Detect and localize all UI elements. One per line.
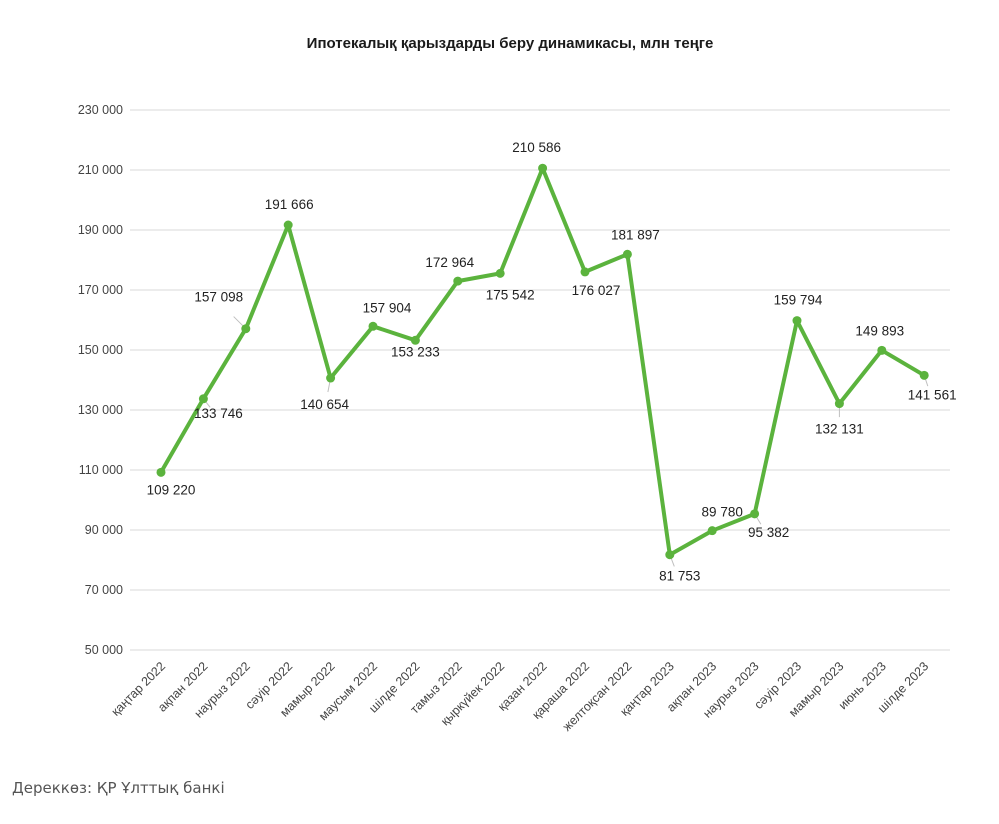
data-point: [707, 526, 717, 536]
line-chart: Ипотекалық қарыздарды беру динамикасы, м…: [78, 35, 957, 734]
y-tick-label: 150 000: [78, 343, 123, 357]
data-label: 81 753: [659, 569, 700, 584]
data-label: 159 794: [774, 293, 823, 308]
data-label: 95 382: [748, 525, 789, 540]
y-tick-label: 170 000: [78, 283, 123, 297]
data-point: [410, 335, 420, 345]
data-point: [665, 550, 675, 560]
data-label: 133 746: [194, 406, 243, 421]
data-label: 172 964: [425, 255, 474, 270]
y-tick-label: 230 000: [78, 103, 123, 117]
source-note: Дереккөз: ҚР Ұлттық банкі: [12, 779, 225, 797]
data-point: [495, 268, 505, 278]
data-point: [368, 321, 378, 331]
data-point: [622, 249, 632, 259]
data-label: 89 780: [702, 505, 743, 520]
data-point: [326, 373, 336, 383]
y-tick-label: 70 000: [85, 583, 123, 597]
data-label: 181 897: [611, 227, 660, 242]
label-leader-lines: [203, 316, 929, 567]
data-point: [792, 316, 802, 326]
data-points: [156, 163, 929, 560]
data-labels: 109 220 133 746 157 098 191 666 140 654 157 9…: [147, 140, 957, 583]
data-label: 157 098: [194, 290, 243, 305]
y-tick-label: 90 000: [85, 523, 123, 537]
data-point: [538, 163, 548, 173]
data-label: 149 893: [855, 323, 904, 338]
data-label: 175 542: [486, 287, 535, 302]
data-label: 210 586: [512, 140, 561, 155]
data-point: [453, 276, 463, 286]
series-line: [159, 166, 927, 557]
data-point: [241, 324, 251, 334]
chart-title: Ипотекалық қарыздарды беру динамикасы, м…: [307, 35, 714, 52]
y-tick-label: 130 000: [78, 403, 123, 417]
data-label: 153 233: [391, 344, 440, 359]
data-label: 132 131: [815, 422, 864, 437]
data-point: [283, 220, 293, 230]
data-point: [750, 509, 760, 519]
data-label: 109 220: [147, 482, 196, 497]
data-point: [877, 345, 887, 355]
data-point: [198, 394, 208, 404]
y-tick-label: 210 000: [78, 163, 123, 177]
data-point: [919, 370, 929, 380]
data-point: [834, 399, 844, 409]
data-label: 191 666: [265, 197, 314, 212]
y-axis-ticks: 50 000 70 000 90 000 110 000 130 000 150 000 1…: [78, 103, 123, 657]
y-tick-label: 50 000: [85, 643, 123, 657]
data-label: 157 904: [363, 300, 412, 315]
data-label: 141 561: [908, 387, 957, 402]
data-label: 176 027: [572, 283, 621, 298]
y-tick-label: 190 000: [78, 223, 123, 237]
data-point: [156, 467, 166, 477]
y-tick-label: 110 000: [79, 463, 123, 477]
data-point: [580, 267, 590, 277]
data-label: 140 654: [300, 397, 349, 412]
